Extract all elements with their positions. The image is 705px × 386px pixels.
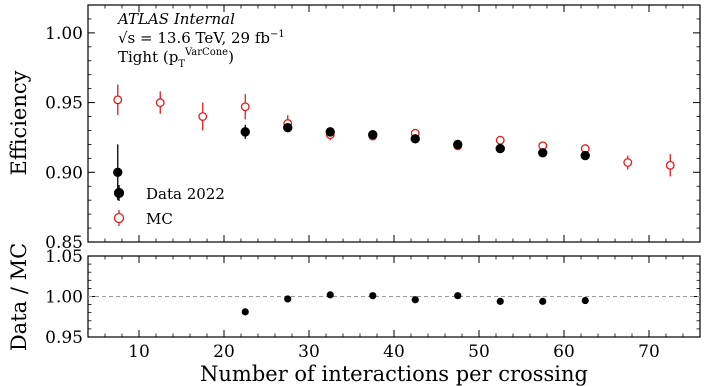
data-point bbox=[113, 167, 123, 177]
y-tick-label: 1.05 bbox=[45, 247, 83, 267]
mc-point bbox=[495, 135, 505, 145]
mc-point bbox=[155, 98, 165, 108]
main-data-marks bbox=[113, 84, 675, 201]
ratio-point bbox=[326, 291, 334, 299]
data-point bbox=[410, 134, 420, 144]
x-tick-label: 10 bbox=[128, 342, 150, 362]
x-tick-label: 70 bbox=[638, 342, 660, 362]
mc-point bbox=[198, 112, 208, 121]
mc-point bbox=[623, 158, 633, 167]
data-point bbox=[580, 150, 590, 161]
ratio-point bbox=[411, 296, 419, 304]
legend-entry-mc: MC bbox=[113, 210, 173, 228]
atlas-label: ATLAS Internal bbox=[116, 10, 235, 28]
x-tick-label: 30 bbox=[298, 342, 320, 362]
x-tick-label: 60 bbox=[553, 342, 575, 362]
mc-point bbox=[240, 102, 250, 112]
legend-label-mc: MC bbox=[146, 210, 173, 228]
y-tick-label: 0.90 bbox=[45, 163, 83, 183]
legend: Data 2022 MC bbox=[113, 185, 225, 228]
data-point bbox=[283, 122, 293, 133]
y-tick-label: 1.00 bbox=[45, 24, 83, 44]
data-point bbox=[538, 148, 548, 158]
ratio-point bbox=[241, 308, 249, 316]
ratio-point bbox=[369, 292, 377, 300]
mc-point bbox=[665, 160, 675, 170]
y-axis-title-ratio: Data / MC bbox=[7, 243, 31, 351]
y-tick-label: 0.85 bbox=[45, 233, 83, 253]
ratio-data-marks bbox=[241, 291, 589, 316]
legend-label-data: Data 2022 bbox=[146, 185, 225, 203]
data-point bbox=[368, 129, 378, 140]
x-tick-label: 50 bbox=[468, 342, 490, 362]
mc-point bbox=[113, 95, 123, 105]
data-point bbox=[495, 143, 505, 154]
ratio-axis-ticks: 10 20 30 40 50 60 70 0.95 1.00 1.05 bbox=[45, 247, 701, 362]
ratio-point bbox=[454, 292, 462, 300]
x-axis-title: Number of interactions per crossing bbox=[200, 362, 588, 386]
ratio-point bbox=[539, 297, 547, 305]
y-axis-title-main: Efficiency bbox=[7, 70, 31, 175]
x-tick-label: 20 bbox=[213, 342, 235, 362]
y-tick-label: 0.95 bbox=[45, 94, 83, 114]
y-tick-label: 1.00 bbox=[45, 288, 83, 308]
x-tick-label: 40 bbox=[383, 342, 405, 362]
y-tick-label: 0.95 bbox=[45, 328, 83, 348]
selection-label: Tight (pTVarCone) bbox=[118, 47, 234, 70]
ratio-point bbox=[496, 297, 504, 305]
legend-entry-data: Data 2022 bbox=[113, 185, 225, 203]
data-point bbox=[240, 127, 250, 137]
data-point bbox=[453, 139, 463, 150]
energy-luminosity-label: √s = 13.6 TeV, 29 fb−1 bbox=[118, 29, 285, 47]
data-point bbox=[325, 127, 335, 137]
main-axis-ticks: 0.85 0.90 0.95 1.00 bbox=[45, 4, 701, 253]
ratio-point bbox=[284, 295, 292, 303]
ratio-point bbox=[581, 296, 589, 305]
